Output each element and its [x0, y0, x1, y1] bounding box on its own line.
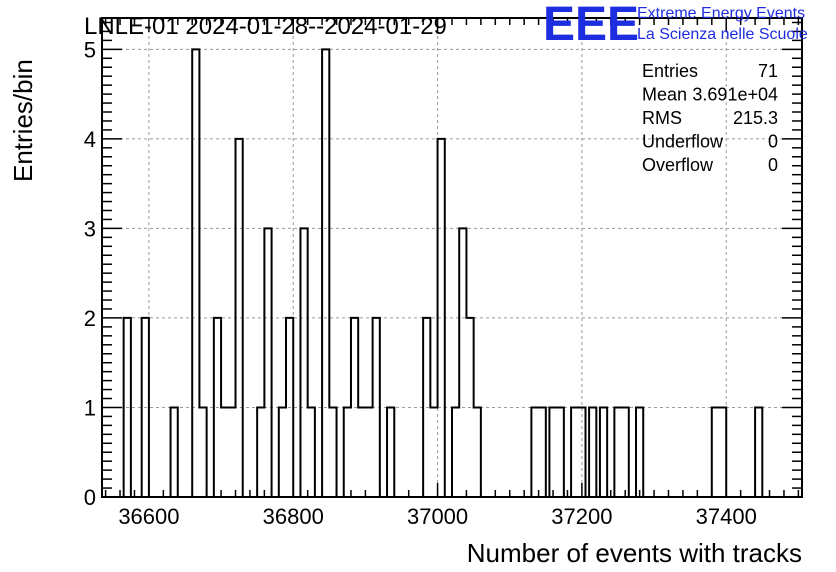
- stat-value: 0: [768, 155, 778, 175]
- eee-logo: EEE Extreme Energy Events La Scienza nel…: [543, 0, 808, 51]
- stat-label: Overflow: [642, 155, 714, 175]
- chart-title: LNLE-01 2024-01-28--2024-01-29: [84, 13, 447, 40]
- stat-value: 0: [768, 132, 778, 152]
- eee-logo-mark: EEE: [543, 0, 639, 51]
- stat-label: Mean: [642, 85, 687, 105]
- axis-ticks: [102, 18, 802, 498]
- y-tick-labels: 0 1 2 3 4 5: [84, 37, 96, 510]
- x-tick-label: 37200: [551, 504, 612, 529]
- eee-logo-line2: La Scienza nelle Scuole: [637, 26, 808, 43]
- y-tick-label: 2: [84, 306, 96, 331]
- x-tick-label: 37000: [407, 504, 468, 529]
- x-axis-label: Number of events with tracks: [467, 538, 802, 568]
- y-tick-label: 3: [84, 216, 96, 241]
- eee-logo-line1: Extreme Energy Events: [637, 5, 805, 22]
- statistics-box: Entries 71 Mean 3.691e+04 RMS 215.3 Underflow 0…: [642, 61, 778, 175]
- stat-value: 3.691e+04: [692, 85, 778, 105]
- stat-label: Underflow: [642, 132, 724, 152]
- histogram-outline: [122, 48, 764, 497]
- stat-label: Entries: [642, 61, 698, 81]
- x-tick-label: 36800: [263, 504, 324, 529]
- stat-value: 71: [758, 61, 778, 81]
- x-tick-labels: 36600 36800 37000 37200 37400: [118, 504, 757, 529]
- y-tick-label: 1: [84, 395, 96, 420]
- stat-value: 215.3: [733, 108, 778, 128]
- y-tick-label: 5: [84, 37, 96, 62]
- x-tick-label: 37400: [696, 504, 757, 529]
- y-axis-label: Entries/bin: [8, 59, 38, 182]
- x-tick-label: 36600: [118, 504, 179, 529]
- stat-label: RMS: [642, 108, 682, 128]
- y-tick-label: 0: [84, 485, 96, 510]
- y-tick-label: 4: [84, 127, 96, 152]
